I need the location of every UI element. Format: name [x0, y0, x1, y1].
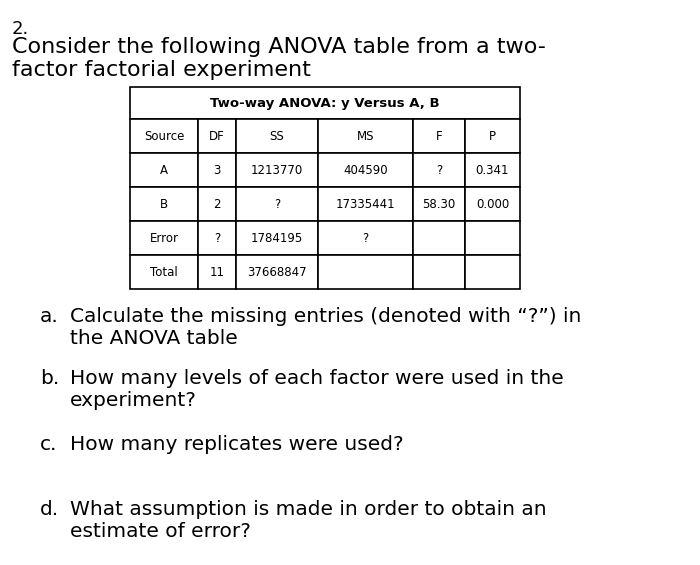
Text: What assumption is made in order to obtain an: What assumption is made in order to obta…	[70, 500, 547, 519]
Text: estimate of error?: estimate of error?	[70, 522, 251, 541]
Bar	[130, 153, 198, 187]
Bar	[198, 187, 236, 221]
Bar	[413, 255, 465, 289]
Text: experiment?: experiment?	[70, 391, 197, 410]
Text: ?: ?	[363, 232, 369, 245]
Text: SS: SS	[270, 129, 284, 142]
Text: 404590: 404590	[343, 163, 388, 176]
Text: A: A	[160, 163, 168, 176]
Text: b.: b.	[40, 369, 60, 388]
Text: Error: Error	[150, 232, 178, 245]
Text: 2: 2	[214, 198, 220, 211]
Bar	[236, 187, 318, 221]
Text: 11: 11	[209, 266, 225, 279]
Bar	[236, 119, 318, 153]
Text: How many replicates were used?: How many replicates were used?	[70, 435, 404, 454]
Bar	[413, 221, 465, 255]
Bar	[465, 119, 520, 153]
Bar	[130, 187, 198, 221]
Text: 2.: 2.	[12, 20, 29, 38]
Bar	[465, 187, 520, 221]
Text: How many levels of each factor were used in the: How many levels of each factor were used…	[70, 369, 564, 388]
Bar	[198, 153, 236, 187]
Text: DF: DF	[209, 129, 225, 142]
Text: Total: Total	[150, 266, 178, 279]
Bar	[198, 119, 236, 153]
Text: Two-way ANOVA: y Versus A, B: Two-way ANOVA: y Versus A, B	[210, 97, 440, 110]
Bar	[318, 153, 413, 187]
Bar	[318, 187, 413, 221]
Text: 3: 3	[214, 163, 220, 176]
Bar	[465, 255, 520, 289]
Text: MS: MS	[357, 129, 374, 142]
Text: F: F	[435, 129, 442, 142]
Bar	[413, 187, 465, 221]
Text: d.: d.	[40, 500, 59, 519]
Bar	[318, 221, 413, 255]
Text: Calculate the missing entries (denoted with “?”) in: Calculate the missing entries (denoted w…	[70, 307, 582, 326]
Bar	[130, 255, 198, 289]
Text: ?: ?	[214, 232, 220, 245]
Text: ?: ?	[436, 163, 442, 176]
Text: 1784195: 1784195	[251, 232, 303, 245]
Bar	[130, 119, 198, 153]
Bar	[198, 255, 236, 289]
Bar	[318, 255, 413, 289]
Text: Source: Source	[144, 129, 184, 142]
Bar	[236, 255, 318, 289]
Text: 0.000: 0.000	[476, 198, 509, 211]
Text: ?: ?	[274, 198, 280, 211]
Text: B: B	[160, 198, 168, 211]
Bar	[198, 221, 236, 255]
Bar	[236, 221, 318, 255]
Text: factor factorial experiment: factor factorial experiment	[12, 60, 311, 80]
Text: Consider the following ANOVA table from a two-: Consider the following ANOVA table from …	[12, 37, 546, 57]
Text: a.: a.	[40, 307, 59, 326]
Text: 17335441: 17335441	[336, 198, 396, 211]
Bar	[465, 221, 520, 255]
Bar	[130, 221, 198, 255]
Text: 58.30: 58.30	[422, 198, 456, 211]
Text: the ANOVA table: the ANOVA table	[70, 329, 238, 348]
Bar	[465, 153, 520, 187]
Bar	[413, 153, 465, 187]
Bar	[318, 119, 413, 153]
Bar	[413, 119, 465, 153]
Text: c.: c.	[40, 435, 57, 454]
Text: 0.341: 0.341	[476, 163, 510, 176]
Bar	[236, 153, 318, 187]
Text: P: P	[489, 129, 496, 142]
Text: 1213770: 1213770	[251, 163, 303, 176]
Text: 37668847: 37668847	[247, 266, 307, 279]
Bar	[130, 87, 520, 119]
